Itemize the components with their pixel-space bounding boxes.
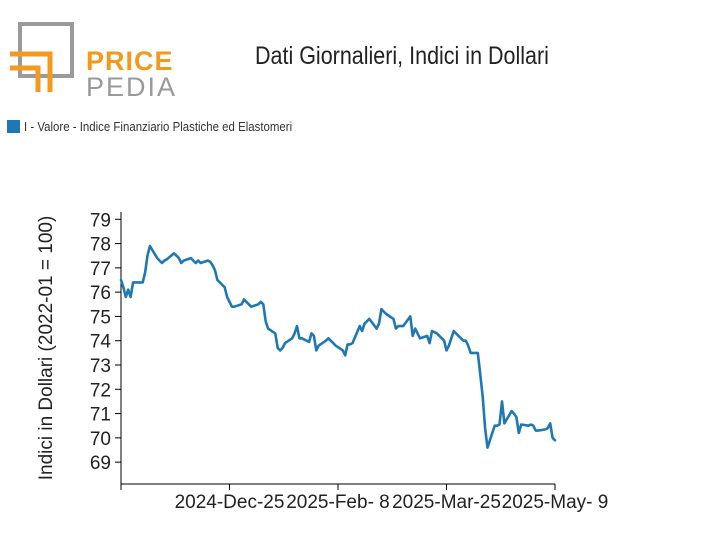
- y-tick-label: 69: [90, 453, 111, 474]
- x-tick-label: 2024-Dec-25: [175, 492, 285, 513]
- logo-word-pedia: PEDIA: [86, 72, 178, 102]
- series-line: [119, 244, 557, 449]
- x-tick-label: 2025-Feb- 8: [286, 492, 390, 513]
- y-tick-label: 79: [90, 210, 111, 231]
- y-tick-label: 75: [90, 307, 111, 328]
- y-tick-label: 77: [90, 259, 111, 280]
- x-tick-label: 2025-Mar-25: [392, 492, 501, 513]
- legend: I - Valore - Indice Finanziario Plastich…: [7, 119, 329, 134]
- y-axis-label: Indici in Dollari (2022-01 = 100): [36, 216, 57, 481]
- logo-word-price: PRICE: [86, 46, 174, 76]
- y-tick-label: 73: [90, 356, 111, 377]
- y-tick-label: 74: [90, 332, 112, 353]
- y-tick-label: 78: [90, 235, 111, 256]
- y-tick-label: 72: [90, 380, 111, 401]
- x-tick-label: 2025-May- 9: [502, 492, 609, 513]
- y-tick-label: 76: [90, 283, 111, 304]
- y-tick-label: 70: [90, 429, 111, 450]
- logo-mark: [10, 22, 74, 92]
- legend-label: I - Valore - Indice Finanziario Plastich…: [24, 119, 293, 134]
- chart-title: Dati Giornalieri, Indici in Dollari: [255, 42, 549, 70]
- legend-swatch: [7, 120, 20, 133]
- pricepedia-logo: PRICE PEDIA: [8, 22, 175, 102]
- y-tick-label: 71: [90, 405, 111, 426]
